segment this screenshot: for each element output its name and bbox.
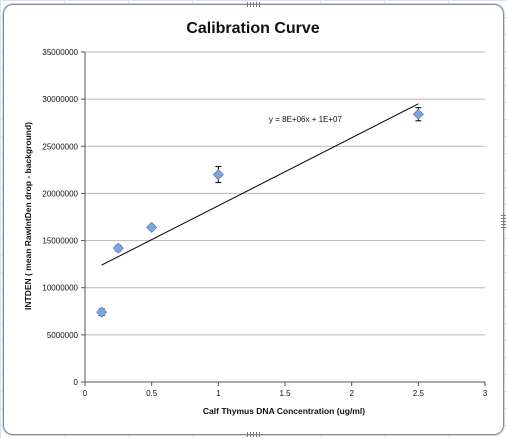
x-tick-label: 2.5 bbox=[413, 389, 425, 398]
x-tick-label: 2 bbox=[349, 389, 354, 398]
y-tick-label: 35000000 bbox=[42, 48, 78, 57]
resize-handle-bottom[interactable] bbox=[247, 432, 261, 437]
y-tick-label: 15000000 bbox=[42, 237, 78, 246]
x-tick-label: 0 bbox=[83, 389, 88, 398]
x-tick-label: 1.5 bbox=[279, 389, 291, 398]
axes bbox=[81, 51, 486, 386]
data-point bbox=[146, 221, 158, 233]
y-tick-label: 10000000 bbox=[42, 284, 78, 293]
trendline bbox=[101, 103, 419, 266]
y-tick-label: 5000000 bbox=[47, 331, 79, 340]
point-marker bbox=[96, 306, 108, 318]
point-marker bbox=[146, 221, 158, 233]
y-axis-title: INTDEN ( mean RawIntDen drop - backgroun… bbox=[23, 122, 33, 310]
resize-handle-top[interactable] bbox=[247, 2, 261, 7]
chart-title: Calibration Curve bbox=[186, 20, 319, 37]
data-points bbox=[96, 107, 424, 318]
point-marker bbox=[212, 169, 224, 181]
gridlines bbox=[85, 51, 485, 336]
chart-frame[interactable] bbox=[3, 2, 506, 437]
y-tick-label: 25000000 bbox=[42, 142, 78, 151]
data-point bbox=[96, 306, 108, 318]
y-tick-label: 0 bbox=[74, 378, 79, 387]
trendline-group bbox=[101, 103, 419, 266]
resize-handle-right[interactable] bbox=[501, 215, 506, 229]
x-tick-label: 1 bbox=[216, 389, 221, 398]
x-tick-label: 0.5 bbox=[146, 389, 158, 398]
point-marker bbox=[112, 242, 124, 254]
x-tick-label: 3 bbox=[483, 389, 488, 398]
x-axis-title: Calf Thymus DNA Concentration (ug/ml) bbox=[203, 406, 365, 416]
y-tick-label: 30000000 bbox=[42, 95, 78, 104]
data-point bbox=[112, 242, 124, 254]
data-point bbox=[412, 107, 424, 122]
y-tick-labels: 0 5000000 10000000 15000000 20000000 25000000… bbox=[42, 48, 78, 387]
x-tick-labels: 0 0.5 1 1.5 2 2.5 3 bbox=[83, 389, 488, 398]
point-marker bbox=[412, 108, 424, 120]
trendline-equation: y = 8E+06x + 1E+07 bbox=[269, 115, 342, 124]
y-tick-label: 20000000 bbox=[42, 189, 78, 198]
data-point bbox=[212, 166, 224, 184]
